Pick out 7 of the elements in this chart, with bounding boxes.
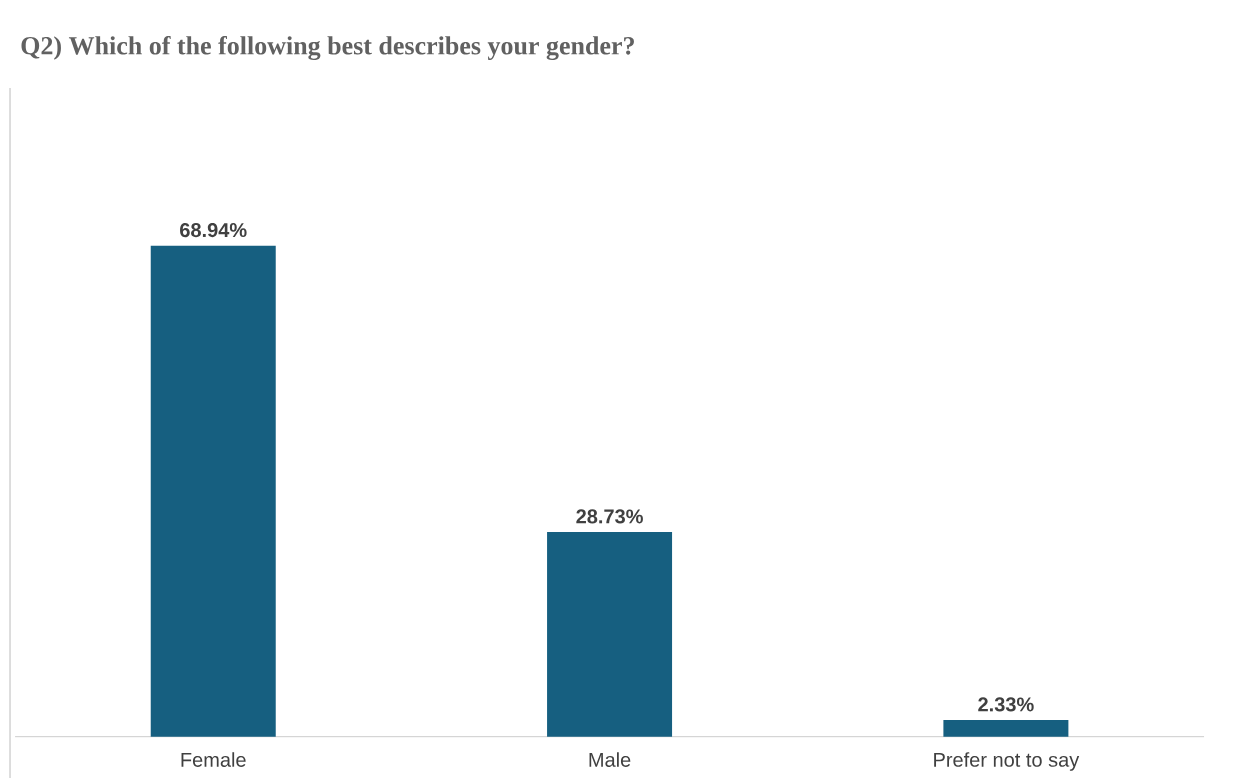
chart-title: Q2) Which of the following best describes your gender?	[21, 36, 634, 61]
data-label: 68.94%	[180, 223, 247, 238]
data-label: 2.33%	[978, 697, 1034, 712]
x-tick-label: Prefer not to say	[934, 752, 1080, 771]
x-tick-label: Male	[589, 752, 631, 768]
x-tick-label: Female	[181, 752, 246, 768]
data-label: 28.73%	[576, 509, 643, 524]
